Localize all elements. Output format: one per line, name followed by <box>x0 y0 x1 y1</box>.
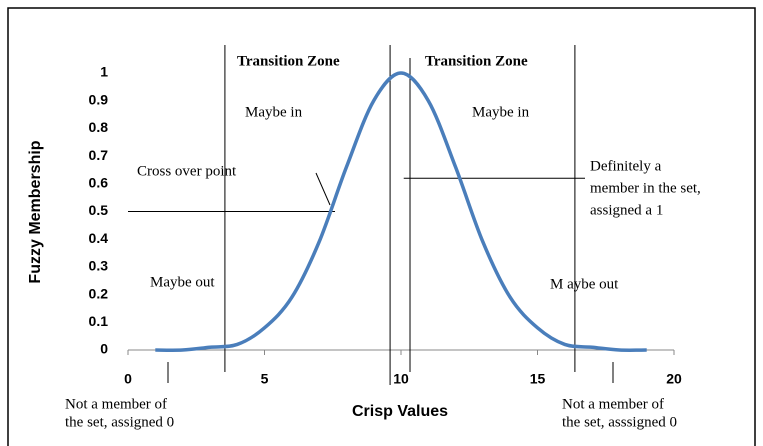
y-tick-label: 0.4 <box>89 230 109 246</box>
y-tick-label: 0.5 <box>89 202 109 218</box>
y-tick-label: 0 <box>100 341 108 357</box>
y-axis-title: Fuzzy Membership <box>27 140 44 283</box>
annotation: Cross over point <box>137 163 237 179</box>
y-tick-label: 0.9 <box>89 91 109 107</box>
annotation: the set, asssigned 0 <box>562 414 677 430</box>
annotation: Transition Zone <box>237 53 340 69</box>
annotation: Not a member of <box>562 396 664 412</box>
annotation: member in the set, <box>590 180 701 196</box>
annotation: Not a member of <box>65 396 167 412</box>
x-tick-label: 5 <box>261 371 269 387</box>
annotation: assigned a 1 <box>590 202 663 218</box>
x-tick-label: 15 <box>530 371 546 387</box>
x-tick-label: 20 <box>666 371 682 387</box>
annotation: the set, assigned 0 <box>65 414 174 430</box>
y-tick-label: 0.7 <box>89 147 109 163</box>
y-tick-label: 0.2 <box>89 285 109 301</box>
annotation: Transition Zone <box>425 53 528 69</box>
frame <box>8 8 755 446</box>
y-tick-label: 0.3 <box>89 258 109 274</box>
x-tick-label: 0 <box>124 371 132 387</box>
y-tick-label: 0.8 <box>89 119 109 135</box>
annotation: Maybe out <box>150 274 215 290</box>
annotation: Maybe in <box>472 104 530 120</box>
annotation: M aybe out <box>550 276 619 292</box>
chart: Crisp Values Fuzzy Membership 0 0.1 0.2 0.3… <box>0 0 763 446</box>
annotation: Maybe in <box>245 104 303 120</box>
crossover-pointer <box>316 173 330 205</box>
y-tick-label: 1 <box>100 64 108 80</box>
annotation: Definitely a <box>590 158 662 174</box>
y-tick-label: 0.6 <box>89 175 109 191</box>
y-tick-label: 0.1 <box>89 313 109 329</box>
x-axis-title: Crisp Values <box>352 403 448 420</box>
x-tick-label: 10 <box>393 371 409 387</box>
